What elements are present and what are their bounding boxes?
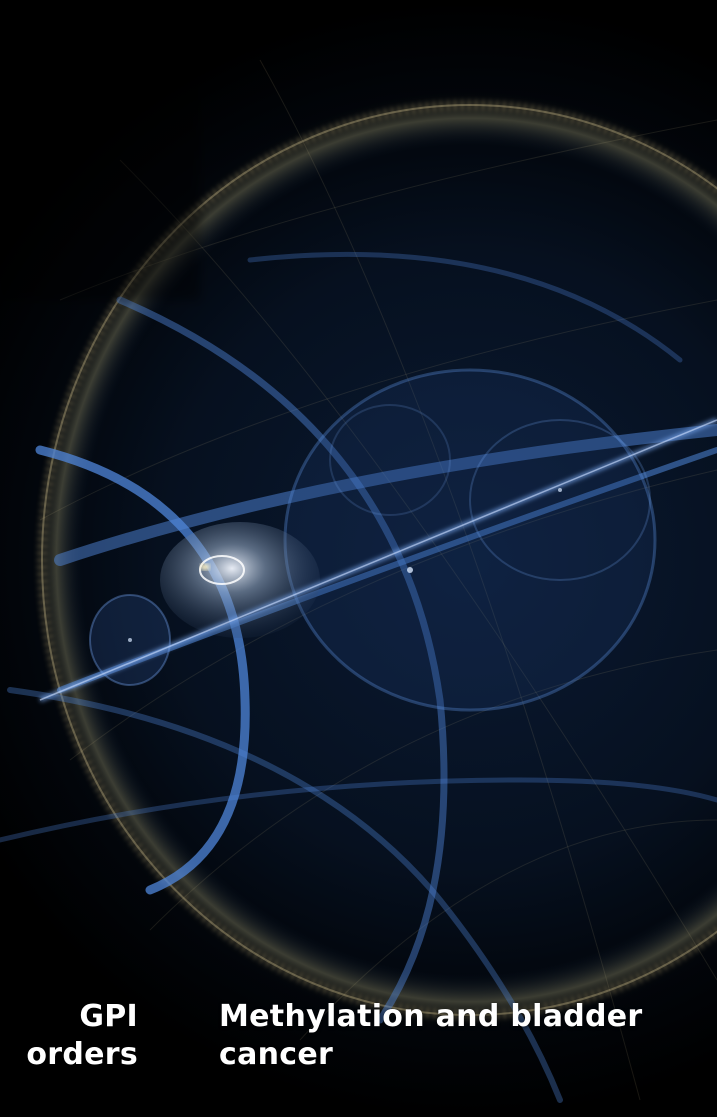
central-orb: [160, 522, 320, 638]
blue-arc: [35, 445, 250, 895]
card-title-methylation-bladder-cancer[interactable]: Methylation and bladder cancer: [219, 999, 643, 1072]
card-title-gpi-disorders[interactable]: GPI orders: [26, 999, 138, 1072]
